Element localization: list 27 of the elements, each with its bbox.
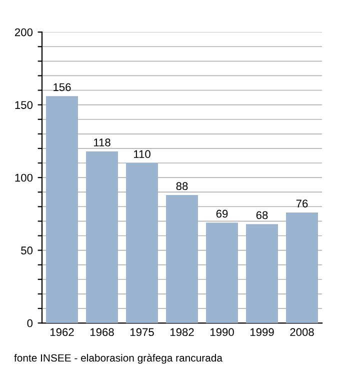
data-label: 69: [216, 210, 228, 218]
bar: [166, 195, 198, 324]
x-tick-label: 1962: [50, 328, 74, 336]
y-tick-label: 0: [27, 319, 33, 328]
x-tick-label: 1982: [170, 328, 194, 336]
y-tick-label: 150: [15, 101, 33, 109]
bar: [206, 222, 238, 324]
bar: [126, 163, 158, 324]
bar: [286, 212, 318, 324]
x-tick-label: 2008: [290, 328, 314, 336]
data-label: 118: [94, 138, 110, 146]
data-label: 76: [296, 200, 308, 208]
x-tick-label: 1975: [130, 328, 154, 336]
data-label: 88: [176, 182, 188, 190]
y-tick-label: 50: [21, 246, 33, 254]
data-label: 68: [256, 211, 268, 220]
x-tick-label: 1968: [90, 328, 114, 336]
y-tick-label: 100: [15, 174, 33, 182]
y-tick-label: 200: [14, 28, 33, 36]
bar: [86, 151, 118, 324]
bar: [46, 96, 78, 324]
x-tick-label: 1999: [250, 328, 274, 336]
bar: [246, 224, 278, 324]
x-tick-label: 1990: [210, 328, 234, 336]
data-label: 110: [134, 150, 150, 158]
source-note: fonte INSEE - elaborasion gràfega rancurada: [14, 354, 222, 364]
data-label: 156: [54, 83, 71, 92]
